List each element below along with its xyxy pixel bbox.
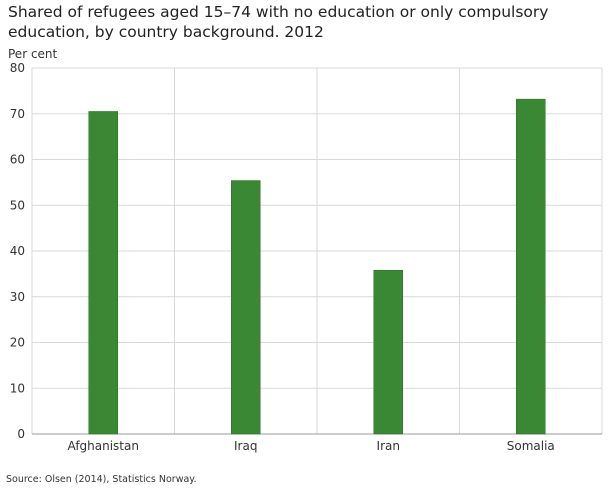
y-tick-label: 40 (10, 244, 25, 258)
y-tick-label: 80 (10, 61, 25, 75)
source-note: Source: Olsen (2014), Statistics Norway. (6, 474, 197, 485)
y-axis-label: Per cent (8, 47, 58, 61)
y-tick-label: 10 (10, 381, 25, 395)
y-tick-label: 30 (10, 290, 25, 304)
y-tick-label: 50 (10, 198, 25, 212)
bar-iraq (231, 180, 261, 435)
bar-somalia (516, 98, 546, 435)
y-tick-label: 20 (10, 336, 25, 350)
x-tick-label: Afghanistan (68, 439, 139, 453)
x-tick-label: Iraq (234, 439, 257, 453)
chart-title: Shared of refugees aged 15–74 with no ed… (8, 3, 549, 41)
y-tick-label: 0 (17, 427, 25, 441)
x-tick-label: Iran (377, 439, 400, 453)
bar-afghanistan (88, 111, 118, 435)
bar-iran (373, 269, 403, 435)
y-tick-label: 60 (10, 153, 25, 167)
x-tick-label: Somalia (507, 439, 555, 453)
y-tick-label: 70 (10, 107, 25, 121)
